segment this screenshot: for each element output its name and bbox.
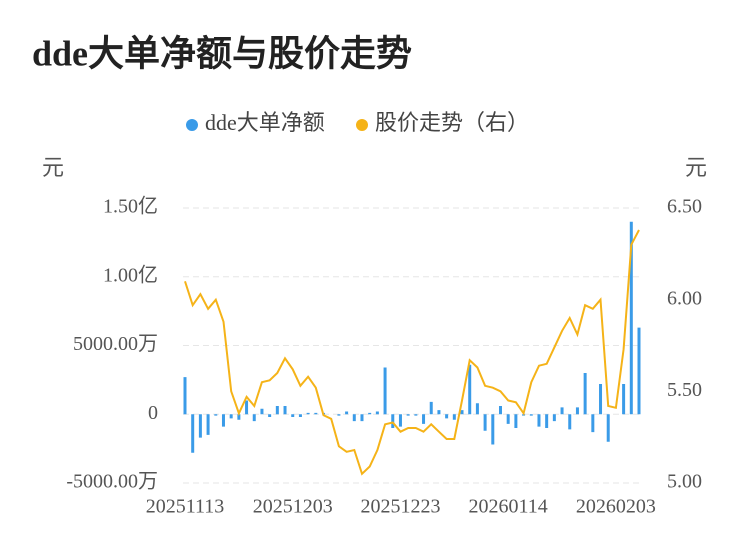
bar (283, 406, 287, 415)
bar (629, 221, 633, 415)
bar (198, 414, 202, 438)
y2-tick-label: 5.50 (667, 379, 702, 401)
bar (368, 412, 372, 415)
bar (552, 414, 556, 422)
bar (252, 414, 256, 422)
chart-title: dde大单净额与股价走势 (32, 33, 412, 73)
y-tick-label: -5000.00万 (66, 471, 158, 493)
bar (637, 327, 641, 415)
bar (491, 414, 495, 445)
bar (437, 410, 441, 415)
y-axis-label: 元 (42, 155, 64, 180)
x-tick-label: 20251223 (360, 496, 440, 518)
y-tick-label: 1.50亿 (103, 195, 158, 218)
bar (245, 400, 249, 415)
y-tick-label: 1.00亿 (103, 263, 158, 286)
bar (591, 414, 595, 433)
bar (275, 406, 279, 415)
bar (383, 367, 387, 415)
legend-label[interactable]: 股价走势（右） (375, 110, 529, 135)
legend-swatch (356, 119, 368, 131)
bar (229, 414, 233, 419)
bar (337, 414, 341, 416)
x-tick-label: 20251203 (253, 496, 333, 518)
bar (606, 414, 610, 442)
bar (206, 414, 210, 435)
bar (622, 384, 626, 415)
bar (506, 414, 510, 424)
bar (475, 403, 479, 415)
bar (460, 410, 464, 415)
bar (575, 407, 579, 415)
bar (537, 414, 541, 427)
bar (360, 414, 364, 422)
bar (468, 364, 472, 415)
bar (545, 414, 549, 428)
x-tick-label: 20251113 (146, 496, 225, 518)
y-tick-label: 0 (148, 402, 158, 424)
y-tick-label: 5000.00万 (73, 333, 158, 355)
bar (514, 414, 518, 428)
legend-swatch (186, 119, 198, 131)
bar (221, 414, 225, 427)
bar (568, 414, 572, 430)
bar (429, 401, 433, 415)
y2-axis-label: 元 (685, 155, 707, 180)
bar (291, 414, 295, 417)
bar (183, 377, 187, 415)
bar (391, 414, 395, 428)
bar (306, 412, 310, 415)
bar (345, 411, 349, 415)
bar (529, 414, 533, 416)
bar (483, 414, 487, 431)
bar (298, 414, 302, 417)
bar (414, 414, 418, 416)
bar (352, 414, 356, 422)
y2-tick-label: 6.00 (667, 287, 702, 309)
y2-tick-label: 5.00 (667, 471, 702, 493)
bar (260, 408, 264, 415)
bar (191, 414, 195, 453)
bar (214, 414, 218, 416)
bar (375, 411, 379, 415)
bar (583, 373, 587, 415)
bar (268, 414, 272, 417)
bar (599, 384, 603, 415)
x-tick-label: 20260114 (469, 496, 548, 518)
bar (314, 412, 318, 415)
bar (237, 414, 241, 420)
price-line (184, 229, 640, 476)
bar (398, 414, 402, 427)
legend-label[interactable]: dde大单净额 (205, 110, 325, 135)
bar (406, 414, 410, 416)
bar (452, 414, 456, 420)
y2-tick-label: 6.50 (667, 196, 702, 218)
bar (422, 414, 426, 424)
bar (445, 414, 449, 419)
bar (560, 407, 564, 415)
bar (498, 406, 502, 415)
x-tick-label: 20260203 (576, 496, 656, 518)
